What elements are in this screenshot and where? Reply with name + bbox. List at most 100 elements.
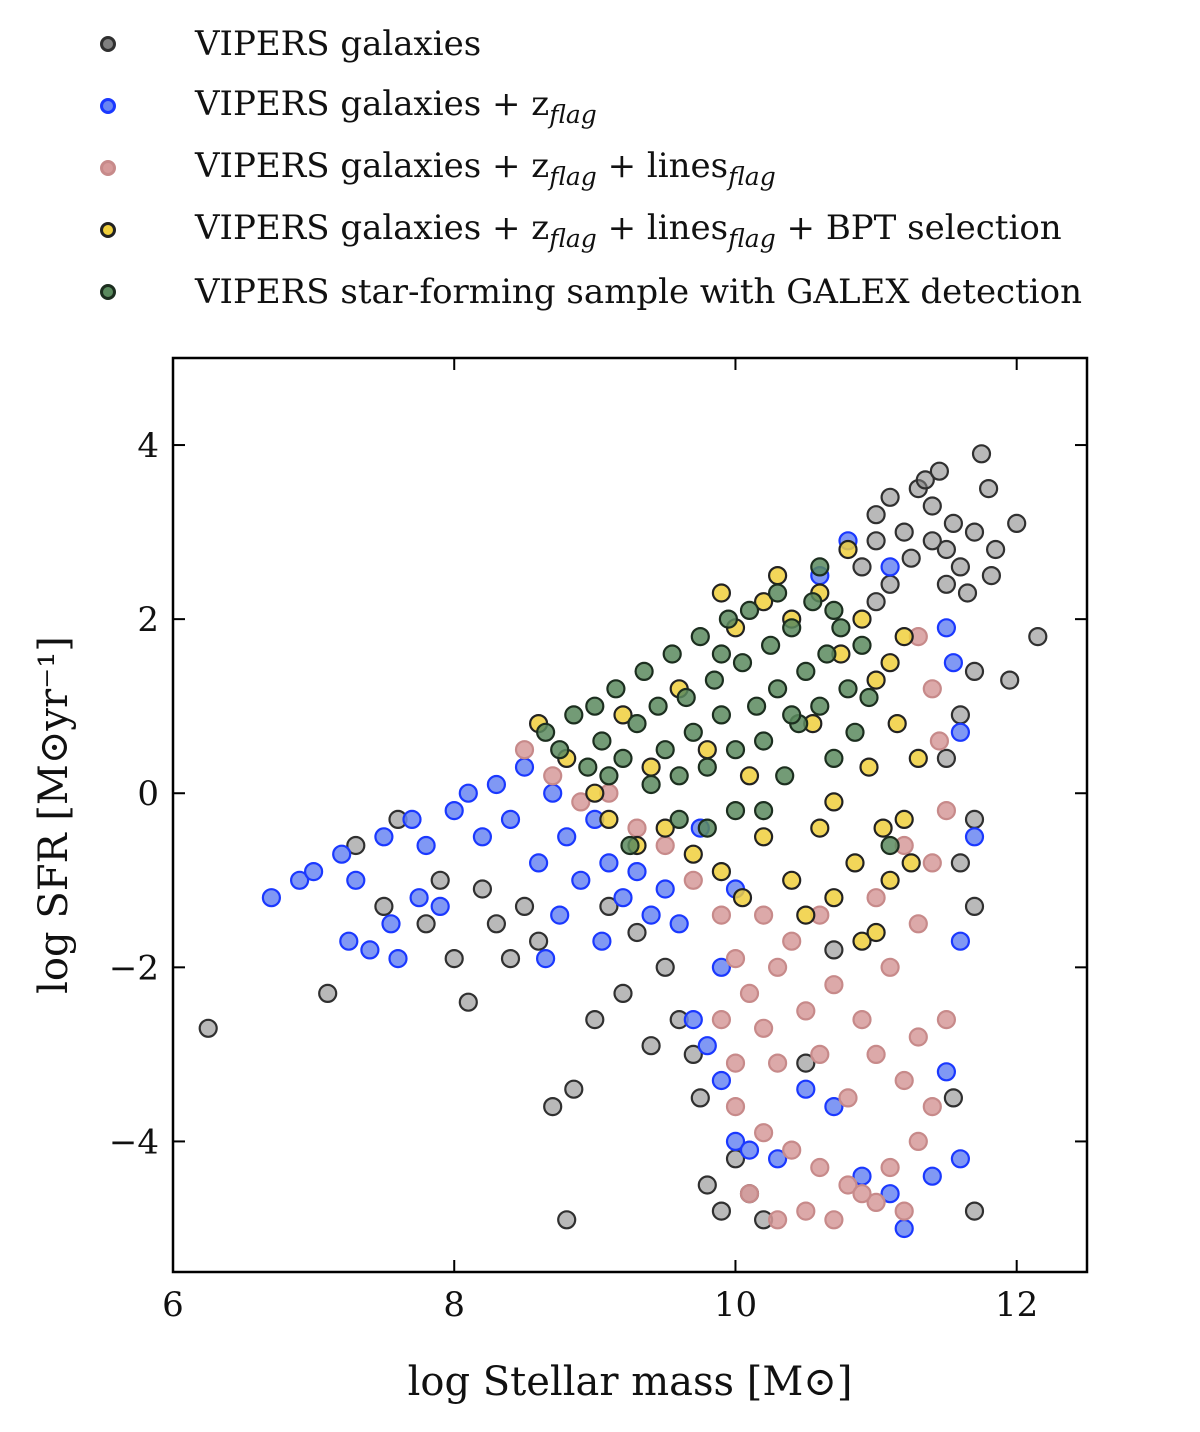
data-point (304, 861, 324, 882)
data-point (767, 957, 788, 977)
data-point (957, 583, 978, 603)
data-point (711, 957, 732, 977)
data-point (606, 679, 626, 699)
data-point (753, 800, 774, 821)
data-point (725, 948, 746, 969)
data-point (1007, 513, 1027, 534)
data-point (697, 757, 717, 777)
data-point (852, 635, 872, 655)
data-point (416, 914, 436, 934)
data-point (950, 853, 971, 873)
data-point (444, 948, 464, 969)
data-point (866, 531, 886, 551)
data-point (880, 1157, 900, 1178)
data-point (810, 818, 830, 838)
data-point (1028, 626, 1048, 647)
data-point (739, 600, 760, 621)
data-point (514, 757, 535, 777)
data-point (388, 948, 408, 969)
data-point (866, 1044, 886, 1065)
legend-label: VIPERS star-forming sample with GALEX de… (195, 272, 1083, 312)
data-point (922, 679, 942, 699)
data-point (753, 731, 774, 751)
data-point (697, 818, 717, 838)
data-point (472, 827, 492, 847)
data-point (964, 522, 985, 542)
data-point (683, 844, 703, 864)
data-point (711, 905, 732, 925)
data-point (458, 783, 478, 803)
data-point (627, 861, 647, 882)
data-point (922, 1166, 942, 1186)
data-point (880, 1184, 900, 1204)
data-point (908, 748, 928, 769)
data-point (964, 1201, 985, 1221)
data-point (929, 731, 950, 751)
data-point (880, 653, 900, 673)
data-point (971, 444, 992, 464)
data-point (824, 940, 844, 960)
data-point (641, 905, 661, 925)
data-point (528, 931, 549, 951)
data-point (964, 661, 985, 682)
data-point (725, 800, 746, 821)
data-point (690, 1088, 710, 1108)
data-point (915, 470, 935, 490)
data-point (543, 1096, 563, 1117)
legend-marker (100, 36, 116, 52)
data-point (852, 931, 872, 951)
data-point (873, 818, 893, 838)
data-point (936, 539, 957, 560)
data-point (803, 592, 823, 612)
x-tick-label: 8 (443, 1285, 465, 1325)
data-point (810, 696, 830, 716)
data-point (592, 931, 612, 951)
data-point (458, 992, 478, 1012)
data-point (725, 1053, 746, 1073)
y-tick-label: −4 (109, 1122, 159, 1162)
legend-item: VIPERS galaxies + zflag + linesflag + BP… (95, 206, 1062, 254)
data-point (845, 853, 865, 873)
data-point (845, 722, 865, 742)
data-point (824, 975, 844, 995)
series-1 (261, 531, 985, 1239)
data-point (880, 574, 900, 594)
data-point (655, 879, 675, 899)
data-point (894, 809, 914, 830)
data-point (796, 1201, 816, 1221)
data-point (732, 653, 753, 673)
data-point (936, 574, 957, 594)
data-point (767, 1149, 788, 1169)
x-tick-label: 6 (162, 1285, 184, 1325)
data-point (620, 835, 640, 856)
data-point (866, 888, 886, 908)
data-point (901, 548, 921, 568)
data-point (409, 888, 429, 908)
data-points (198, 444, 1048, 1239)
data-point (599, 896, 619, 917)
data-point (402, 809, 422, 830)
data-point (585, 696, 605, 716)
data-point (655, 740, 675, 760)
data-point (683, 1009, 703, 1030)
data-point (725, 1131, 746, 1152)
data-point (775, 766, 795, 786)
data-point (852, 609, 872, 629)
data-point (1000, 670, 1020, 690)
data-point (683, 870, 703, 890)
data-point (852, 1184, 872, 1204)
data-point (613, 983, 633, 1004)
data-point (767, 565, 788, 586)
data-point (732, 888, 753, 908)
data-point (838, 539, 858, 560)
data-point (796, 905, 816, 925)
data-point (936, 800, 957, 821)
data-point (613, 705, 633, 725)
data-point (880, 870, 900, 890)
data-point (599, 853, 619, 873)
data-point (500, 948, 521, 969)
legend-marker (100, 284, 116, 300)
data-point (880, 835, 900, 856)
data-point (943, 1088, 964, 1108)
